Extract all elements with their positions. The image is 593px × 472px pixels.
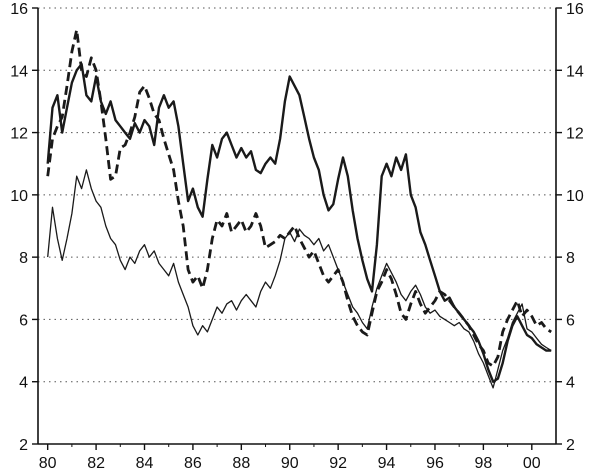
x-tick-label: 96 <box>426 455 444 472</box>
gridlines <box>38 7 556 383</box>
x-tick-label: 80 <box>39 455 57 472</box>
y-tick-label-left: 2 <box>19 437 28 454</box>
x-tick-label: 84 <box>136 455 154 472</box>
x-tick-label: 94 <box>378 455 396 472</box>
axes <box>32 7 562 450</box>
series-line-thin-solid <box>47 169 552 389</box>
series-line-dashed <box>46 28 552 368</box>
y-tick-label-right: 10 <box>566 188 584 205</box>
y-tick-label-left: 4 <box>19 375 28 392</box>
y-tick-label-right: 6 <box>566 312 575 329</box>
y-tick-label-right: 2 <box>566 437 575 454</box>
x-tick-label: 88 <box>232 455 250 472</box>
x-tick-label: 82 <box>87 455 105 472</box>
x-axis-tick-labels: 80 82 84 86 88 90 92 94 96 98 00 <box>39 455 541 472</box>
x-tick-label: 90 <box>281 455 299 472</box>
y-tick-label-right: 12 <box>566 126 584 143</box>
y-tick-label-left: 12 <box>10 126 28 143</box>
y-tick-label-left: 8 <box>19 250 28 267</box>
x-tick-label: 00 <box>523 455 541 472</box>
y-tick-label-right: 4 <box>566 375 575 392</box>
series-lines <box>46 28 552 389</box>
x-tick-label: 98 <box>474 455 492 472</box>
series-line-thick-solid <box>46 62 552 383</box>
y-tick-label-left: 6 <box>19 312 28 329</box>
y-axis-left-tick-labels: 2 4 6 8 10 12 14 16 <box>10 1 28 454</box>
y-axis-right-tick-labels: 2 4 6 8 10 12 14 16 <box>566 1 584 454</box>
y-tick-label-left: 16 <box>10 1 28 18</box>
x-tick-label: 92 <box>329 455 347 472</box>
y-tick-label-right: 14 <box>566 63 584 80</box>
x-tick-label: 86 <box>184 455 202 472</box>
y-tick-label-left: 10 <box>10 188 28 205</box>
y-tick-label-left: 14 <box>10 63 28 80</box>
y-tick-label-right: 16 <box>566 1 584 18</box>
y-tick-label-right: 8 <box>566 250 575 267</box>
